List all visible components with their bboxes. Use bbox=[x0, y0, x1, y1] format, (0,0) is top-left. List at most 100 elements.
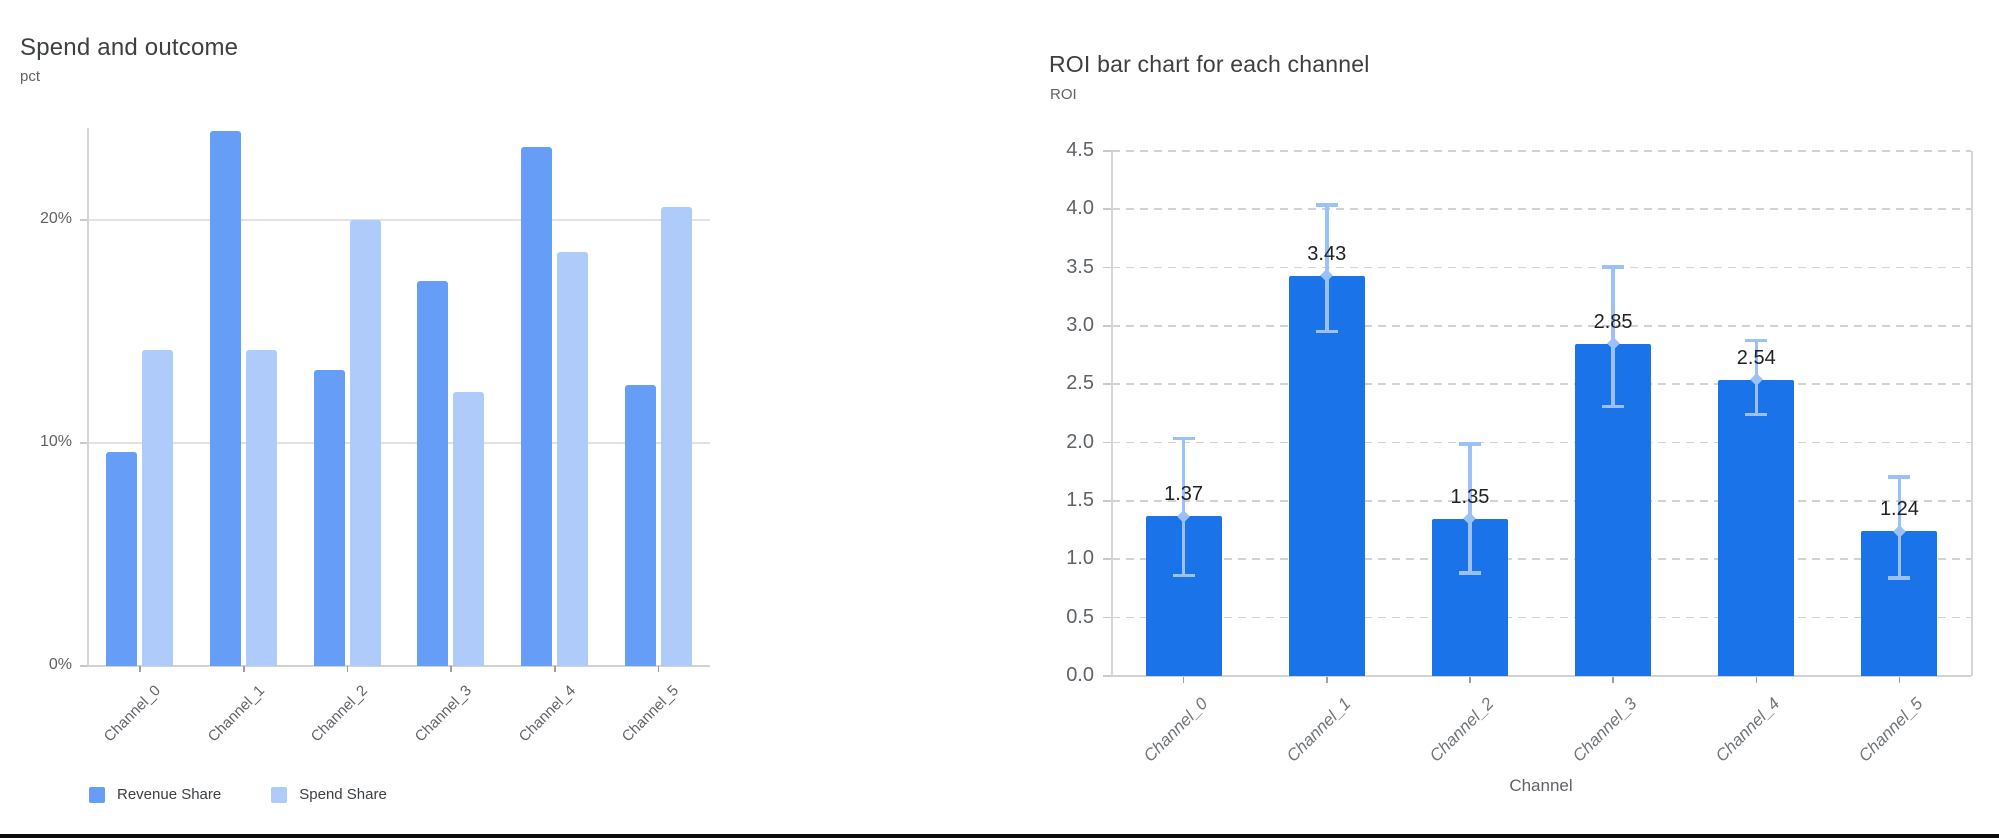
y-axis-tick bbox=[80, 442, 88, 444]
error-bar-channel_0 bbox=[1181, 438, 1186, 576]
gridline-0% bbox=[88, 665, 710, 667]
spend-outcome-plot-area bbox=[88, 128, 710, 666]
roi-y-unit-label: ROI bbox=[1050, 86, 1077, 103]
bar-spend-share-channel_4[interactable] bbox=[557, 251, 588, 666]
y-axis-tick-label: 4.0 bbox=[1066, 197, 1094, 220]
bar-spend-share-channel_1[interactable] bbox=[246, 349, 277, 666]
error-bar-cap-top bbox=[1745, 338, 1768, 342]
legend-label: Revenue Share bbox=[117, 786, 222, 803]
y-axis-tick-label: 2.5 bbox=[1066, 372, 1094, 395]
spend-outcome-y-unit-label: pct bbox=[20, 68, 41, 85]
y-axis-tick-label: 3.5 bbox=[1066, 255, 1094, 278]
category-label-channel_1: Channel_1 bbox=[204, 682, 268, 746]
y-axis-tick-label: 10% bbox=[39, 433, 72, 451]
x-axis-tick bbox=[139, 666, 141, 672]
y-axis-line bbox=[1111, 151, 1113, 676]
bar-revenue-share-channel_4[interactable] bbox=[521, 146, 552, 666]
gridline-3.5 bbox=[1112, 266, 1971, 269]
category-label-channel_4: Channel_4 bbox=[515, 682, 579, 746]
error-bar-cap-bottom bbox=[1458, 571, 1481, 575]
gridline-0.5 bbox=[1112, 616, 1971, 619]
bar-value-label-channel_2: 1.35 bbox=[1450, 485, 1490, 508]
y-axis-tick-label: 1.0 bbox=[1066, 547, 1094, 570]
x-axis-tick bbox=[554, 666, 556, 672]
y-axis-tick bbox=[1103, 616, 1112, 619]
category-label-channel_3: Channel_3 bbox=[411, 682, 475, 746]
y-axis-tick bbox=[1103, 383, 1112, 385]
category-label-channel_5: Channel_5 bbox=[618, 682, 683, 746]
gridline-4.0 bbox=[1112, 208, 1971, 211]
bar-revenue-share-channel_0[interactable] bbox=[106, 452, 138, 666]
gridline-1.5 bbox=[1112, 500, 1971, 502]
bar-revenue-share-channel_2[interactable] bbox=[313, 369, 345, 666]
window-bottom-edge bbox=[0, 834, 1999, 838]
y-axis-tick bbox=[1103, 150, 1112, 152]
error-bar-cap-bottom bbox=[1745, 412, 1768, 417]
legend-item-revenue-share[interactable]: Revenue Share bbox=[89, 786, 221, 803]
bar-value-label-channel_1: 3.43 bbox=[1307, 242, 1347, 265]
spend-outcome-title: Spend and outcome bbox=[20, 33, 239, 61]
roi-plot-area bbox=[1112, 151, 1971, 676]
gridline-2.5 bbox=[1112, 383, 1971, 386]
y-axis-tick bbox=[80, 219, 88, 221]
x-axis-tick bbox=[657, 666, 660, 672]
gridline-20% bbox=[88, 219, 710, 221]
error-bar-cap-top bbox=[1458, 442, 1481, 446]
y-axis-line bbox=[87, 128, 89, 666]
roi-x-axis-title: Channel bbox=[1509, 776, 1573, 795]
error-bar-channel_1 bbox=[1325, 204, 1329, 332]
y-axis-tick-label: 3.0 bbox=[1066, 314, 1094, 336]
category-label-channel_2: Channel_2 bbox=[307, 682, 372, 746]
y-axis-tick bbox=[1103, 675, 1112, 677]
bar-value-label-channel_5: 1.24 bbox=[1879, 498, 1919, 521]
x-axis-tick bbox=[1182, 677, 1185, 683]
y-axis-tick bbox=[1103, 558, 1112, 560]
x-axis-tick bbox=[1612, 677, 1614, 683]
error-bar-cap-bottom bbox=[1315, 329, 1338, 334]
bar-spend-share-channel_0[interactable] bbox=[142, 349, 174, 666]
bar-spend-share-channel_3[interactable] bbox=[453, 391, 485, 666]
y-axis-tick-label: 0% bbox=[48, 656, 72, 673]
gridline-4.5 bbox=[1112, 150, 1971, 152]
category-label-channel_4: Channel_4 bbox=[1712, 694, 1784, 766]
y-axis-tick bbox=[1103, 266, 1112, 269]
error-bar-cap-top bbox=[1602, 265, 1625, 269]
y-axis-tick-label: 0.0 bbox=[1066, 664, 1094, 686]
category-label-channel_2: Channel_2 bbox=[1425, 694, 1498, 766]
y-axis-tick-label: 20% bbox=[39, 210, 72, 228]
bar-value-label-channel_3: 2.85 bbox=[1593, 310, 1633, 333]
bar-spend-share-channel_5[interactable] bbox=[660, 207, 692, 666]
x-axis-tick bbox=[1898, 677, 1901, 683]
roi-title: ROI bar chart for each channel bbox=[1049, 51, 1370, 78]
category-label-channel_5: Channel_5 bbox=[1855, 694, 1927, 766]
error-bar-cap-top bbox=[1172, 436, 1195, 440]
y-axis-tick bbox=[1103, 208, 1112, 210]
error-bar-cap-bottom bbox=[1172, 573, 1195, 578]
category-label-channel_1: Channel_1 bbox=[1282, 694, 1355, 766]
error-bar-cap-top bbox=[1315, 203, 1338, 207]
roi-bar-channel_4[interactable] bbox=[1718, 379, 1795, 676]
y-axis-tick bbox=[1103, 325, 1112, 327]
roi-bar-channel_1[interactable] bbox=[1288, 275, 1365, 676]
category-label-channel_0: Channel_0 bbox=[1139, 694, 1212, 766]
plot-right-border bbox=[1971, 151, 1973, 676]
y-axis-tick bbox=[80, 665, 88, 667]
y-axis-tick-label: 0.5 bbox=[1066, 605, 1094, 628]
y-axis-tick-label: 4.5 bbox=[1066, 139, 1094, 161]
gridline-0.0 bbox=[1112, 675, 1971, 677]
bar-revenue-share-channel_5[interactable] bbox=[624, 385, 656, 666]
bar-value-label-channel_4: 2.54 bbox=[1736, 346, 1776, 369]
error-bar-channel_2 bbox=[1468, 443, 1472, 574]
legend-item-spend-share[interactable]: Spend Share bbox=[271, 786, 387, 803]
x-axis-tick bbox=[243, 666, 245, 672]
gridline-3.0 bbox=[1112, 325, 1971, 327]
x-axis-tick bbox=[450, 666, 452, 672]
bar-revenue-share-channel_1[interactable] bbox=[210, 131, 241, 666]
legend-label: Spend Share bbox=[299, 786, 387, 803]
bar-revenue-share-channel_3[interactable] bbox=[417, 280, 449, 666]
x-axis-tick bbox=[1469, 677, 1471, 683]
bar-value-label-channel_0: 1.37 bbox=[1164, 483, 1204, 506]
bar-spend-share-channel_2[interactable] bbox=[349, 220, 381, 666]
gridline-1.0 bbox=[1112, 558, 1971, 561]
